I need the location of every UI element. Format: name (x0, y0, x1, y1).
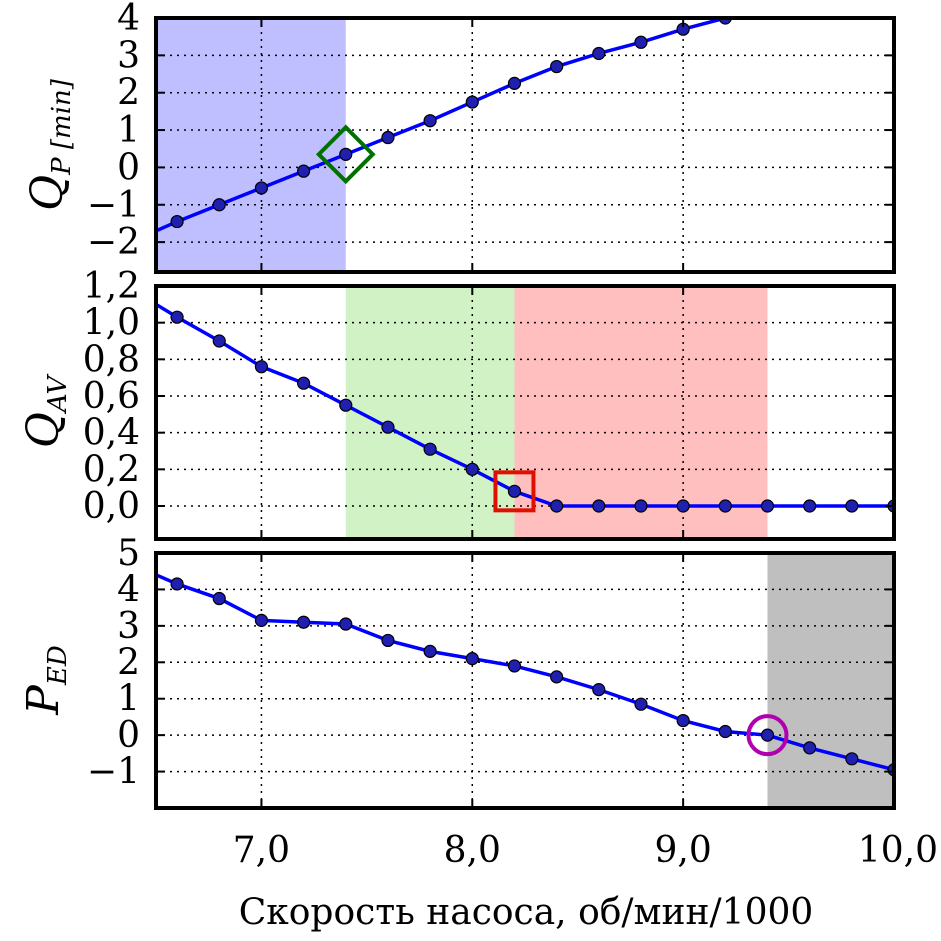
y-tick-label: 5 (117, 533, 140, 574)
data-point (760, 499, 775, 513)
x-tick-label: 7,0 (233, 830, 290, 871)
x-axis-label: Скорость насоса, об/мин/1000 (239, 892, 814, 933)
data-point (550, 499, 564, 513)
x-tick-label: 9,0 (655, 830, 712, 871)
y-tick-label: 0,2 (83, 449, 140, 490)
data-point (550, 670, 564, 684)
y-tick-label: 0,8 (83, 339, 140, 380)
y-tick-label: 3 (117, 606, 140, 647)
data-point (803, 741, 817, 755)
y-tick-label: 1,0 (83, 303, 140, 344)
y-tick-label: 0,0 (83, 486, 140, 527)
data-point (212, 334, 226, 348)
data-point (254, 360, 269, 374)
data-point (507, 484, 522, 498)
data-point (423, 442, 437, 456)
shaded-region-0 (345, 286, 515, 539)
data-point (718, 724, 732, 739)
y-tick-label: −1 (87, 185, 140, 226)
y-tick-label: −1 (87, 752, 140, 793)
data-point (845, 499, 859, 513)
data-point (297, 615, 311, 629)
panel-q-av: QAV 0,00,20,40,60,81,01,2 (18, 266, 896, 541)
data-point (507, 76, 522, 90)
ylabel-p-ed: PED (18, 645, 73, 716)
annotation-square (493, 470, 536, 513)
y-tick-label: 1 (117, 110, 140, 151)
y-tick-label: 2 (117, 642, 140, 683)
data-point (297, 376, 311, 390)
data-point (465, 462, 479, 476)
y-tick-label: 0 (117, 715, 140, 756)
shaded-region-1 (514, 286, 768, 539)
x-tick-label: 8,0 (444, 830, 501, 871)
data-point (381, 130, 395, 145)
data-point (381, 420, 395, 434)
data-point (465, 95, 479, 109)
data-point (170, 310, 184, 324)
data-point (760, 728, 775, 742)
data-point (634, 499, 648, 513)
annotation-circle (746, 714, 789, 757)
data-point (297, 164, 311, 178)
ylabel-q-p-min: QP [min] (22, 78, 77, 211)
y-tick-label: −2 (87, 222, 140, 263)
data-point (507, 659, 522, 673)
y-tick-label: 3 (117, 35, 140, 76)
y-tick-label: 4 (117, 0, 140, 39)
data-point (550, 59, 564, 74)
data-point (465, 652, 479, 666)
data-point (339, 617, 353, 631)
axes-frame (154, 551, 896, 810)
x-tick-label: 10,0 (858, 830, 938, 871)
data-point (254, 613, 269, 627)
y-tick-label: 1,2 (83, 266, 140, 307)
data-point (592, 46, 606, 61)
axes-frame (154, 16, 896, 274)
y-tick-label: 0,4 (83, 413, 140, 454)
shaded-region-0 (767, 553, 894, 808)
data-point (634, 35, 648, 49)
data-point (845, 752, 859, 766)
data-point (676, 713, 690, 728)
data-point (423, 644, 437, 658)
y-tick-label: 0 (117, 147, 140, 188)
data-point (592, 499, 606, 513)
data-point (254, 181, 269, 195)
data-point (423, 114, 437, 128)
data-point (339, 398, 353, 412)
data-point (212, 591, 226, 606)
data-point (803, 499, 817, 513)
shaded-region-0 (156, 18, 346, 272)
annotation-diamond (315, 124, 376, 185)
data-point (381, 633, 395, 648)
y-tick-label: 1 (117, 679, 140, 720)
data-point (170, 214, 184, 229)
data-point (592, 683, 606, 697)
y-tick-label: 4 (117, 569, 140, 610)
data-point (718, 499, 732, 513)
data-point (212, 198, 226, 212)
data-point (634, 697, 648, 711)
axes-frame (154, 284, 896, 541)
data-point (170, 577, 184, 591)
y-tick-label: 0,6 (83, 376, 140, 417)
data-point (339, 147, 353, 161)
y-tick-label: 2 (117, 73, 140, 114)
x-axis: 7,0 8,0 9,0 10,0 (233, 830, 938, 871)
data-point (676, 499, 690, 513)
ylabel-q-av: QAV (18, 374, 73, 449)
